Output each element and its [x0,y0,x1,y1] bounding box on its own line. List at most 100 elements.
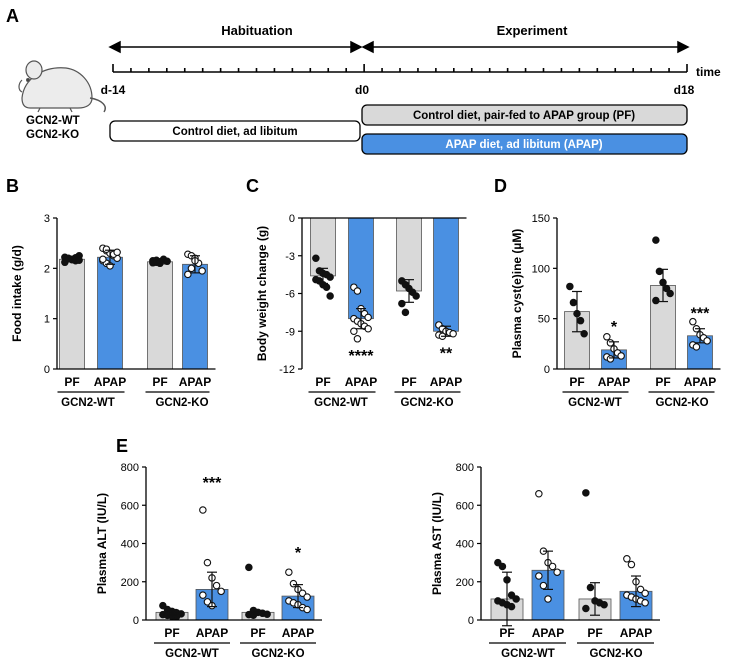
data-point [203,558,212,567]
data-point [652,296,660,305]
group-label: APAP [430,375,462,389]
y-tick-label: 0 [468,615,474,627]
data-point [641,589,649,597]
bar-habituation-label: Control diet, ad libitum [172,126,297,138]
y-tick-label: 2 [44,263,50,275]
data-point [398,299,406,308]
group-label: PF [315,375,330,389]
mouse-icon [18,60,106,113]
phase-habituation-label: Habituation [221,23,293,38]
group-label: APAP [94,375,126,389]
data-point [364,313,372,322]
group-label: APAP [179,375,211,389]
significance-marker: **** [349,348,375,365]
group-label: PF [401,375,416,389]
group-label: PF [655,375,670,389]
data-point [606,339,615,347]
data-point [569,298,578,307]
bar-pf [361,104,688,126]
data-point [198,267,206,275]
data-point [263,610,271,619]
data-point [75,256,83,265]
y-axis-label: Plasma ALT (IU/L) [95,493,109,594]
data-point [566,282,574,291]
data-point [553,568,561,576]
timeline-start-label: d-14 [101,83,126,97]
y-tick-label: -6 [285,289,295,301]
data-point [353,287,362,295]
group-label: APAP [620,626,652,640]
y-tick-label: -9 [285,326,295,338]
panel-label-b: B [6,176,19,196]
data-point [539,581,548,590]
data-point [512,595,520,603]
panel-label-c: C [246,176,259,196]
data-point [623,555,631,563]
bar [348,217,374,320]
y-tick-label: 0 [289,213,295,225]
data-point [652,236,660,244]
group-label: PF [64,375,79,389]
data-point [666,289,674,298]
y-tick-label: 400 [121,539,139,551]
genotype-ko-label: GCN2-KO [26,129,79,141]
data-point [163,257,171,266]
timeline-axis [112,64,688,73]
data-point [600,600,608,609]
group-label: APAP [684,375,716,389]
genotype-label: GCN2-WT [165,648,219,660]
data-point [212,581,221,590]
genotype-label: GCN2-WT [61,397,115,409]
significance-marker: *** [203,475,222,492]
group-label: PF [569,375,584,389]
data-point [401,308,410,317]
data-point [353,335,362,343]
data-point [322,283,331,291]
y-tick-label: 1 [44,314,50,326]
data-point [303,593,311,601]
data-point [582,604,590,613]
bar [59,258,85,370]
phase-arrows [108,40,690,54]
charts-container: 0 1 2 3 Food intake (g/d) PF APAP PF APAP GCN2-WT… [10,213,721,660]
chart-e-ast: 0 200 400 600 800 Plasma AST (IU/L) PF APAP PF AP… [430,462,660,660]
group-label: APAP [345,375,377,389]
data-point [535,572,543,580]
genotype-label: GCN2-WT [314,397,368,409]
bar [147,261,173,370]
phase-experiment-label: Experiment [497,23,568,38]
bar-apap-label: APAP diet, ad libitum (APAP) [445,139,602,151]
data-point [199,506,207,514]
y-tick-label: 800 [456,462,474,474]
data-point [217,587,225,596]
bar-habituation [109,120,361,142]
significance-marker: *** [691,306,710,323]
significance-marker: * [611,319,618,336]
data-point [199,591,207,599]
genotype-label: GCN2-KO [251,648,304,660]
y-axis-label: Plasma AST (IU/L) [430,492,444,595]
data-point [580,330,588,338]
genotype-wt-label: GCN2-WT [26,115,80,127]
data-point [326,273,334,281]
genotype-label: GCN2-KO [589,648,642,660]
data-point [99,255,107,264]
data-point [187,264,196,273]
y-tick-label: 600 [121,500,139,512]
data-point [172,612,181,621]
y-tick-label: 200 [456,577,474,589]
data-point [535,490,543,498]
y-tick-label: 200 [121,577,139,589]
y-tick-label: 600 [456,500,474,512]
bar [433,217,459,332]
bar-pf-label: Control diet, pair-fed to APAP group (PF… [413,110,635,122]
y-axis-label: Plasma cyst(e)ine (µM) [510,229,524,359]
data-point [548,562,557,571]
timeline-axis-label: time [696,65,721,79]
y-tick-label: 0 [544,364,550,376]
y-axis-label: Food intake (g/d) [10,245,24,342]
data-point [692,343,701,351]
genotype-label: GCN2-WT [568,397,622,409]
chart-d: 0 50 100 150 Plasma cyst(e)ine (µM) PF APAP PF A… [510,213,721,409]
data-point [184,270,192,279]
